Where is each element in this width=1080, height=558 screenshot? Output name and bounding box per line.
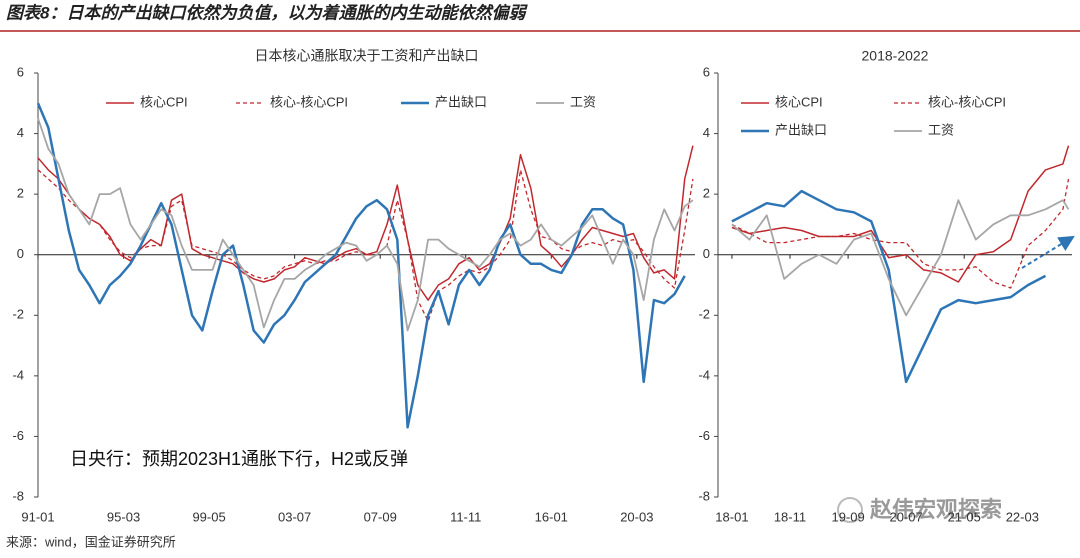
watermark-icon [837,497,863,523]
x-tick-label: 03-07 [278,509,311,524]
legend-label: 核心-核心CPI [270,94,348,109]
x-tick-label: 19-09 [831,509,864,524]
x-tick-label: 20-07 [890,509,923,524]
y-tick-label: 2 [17,186,24,201]
series-line [731,199,1070,317]
x-tick-label: 16-01 [535,509,568,524]
series-line [37,169,694,322]
legend-label: 工资 [570,94,596,109]
x-tick-label: 18-01 [715,509,748,524]
y-tick-label: 6 [703,64,710,79]
panel-title: 日本核心通胀取决于工资和产出缺口 [255,48,479,64]
y-tick-label: -6 [12,428,24,443]
y-tick-label: 4 [703,125,710,140]
panel-title: 2018-2022 [862,48,929,64]
x-tick-label: 95-03 [107,509,140,524]
y-tick-label: -8 [698,488,710,503]
legend-label: 核心CPI [140,94,188,109]
y-tick-label: -4 [12,367,24,382]
page-title: 图表8：日本的产出缺口依然为负值，以为着通胀的内生动能依然偏弱 [6,3,528,22]
series-line [37,145,694,301]
x-tick-label: 21-05 [948,509,981,524]
series-line [37,118,694,332]
x-tick-label: 91-01 [21,509,54,524]
y-tick-label: 4 [17,125,24,140]
series-line [36,102,686,429]
legend-label: 产出缺口 [775,122,827,137]
series-line [731,145,1070,283]
x-tick-label: 22-03 [1006,509,1039,524]
y-tick-label: -8 [12,488,24,503]
x-tick-label: 99-05 [192,509,225,524]
legend-label: 工资 [928,122,954,137]
y-tick-label: 0 [703,246,710,261]
source-note: 来源：wind，国金证券研究所 [6,534,176,549]
x-tick-label: 07-09 [364,509,397,524]
y-tick-label: -6 [698,428,710,443]
y-tick-label: 2 [703,186,710,201]
legend-label: 核心CPI [775,94,823,109]
watermark: 赵伟宏观探索 [869,497,1002,522]
legend-label: 产出缺口 [435,94,487,109]
y-tick-label: 6 [17,64,24,79]
series-line [731,189,1047,384]
x-tick-label: 20-03 [620,509,653,524]
y-tick-label: 0 [17,246,24,261]
y-tick-label: -2 [12,307,24,322]
legend-label: 核心-核心CPI [928,94,1006,109]
forecast-arrow [1021,235,1075,269]
y-tick-label: -2 [698,307,710,322]
y-tick-label: -4 [698,367,710,382]
x-tick-label: 11-11 [450,509,481,524]
annotation: 日央行：预期2023H1通胀下行，H2或反弹 [70,449,408,469]
x-tick-label: 18-11 [774,509,806,524]
